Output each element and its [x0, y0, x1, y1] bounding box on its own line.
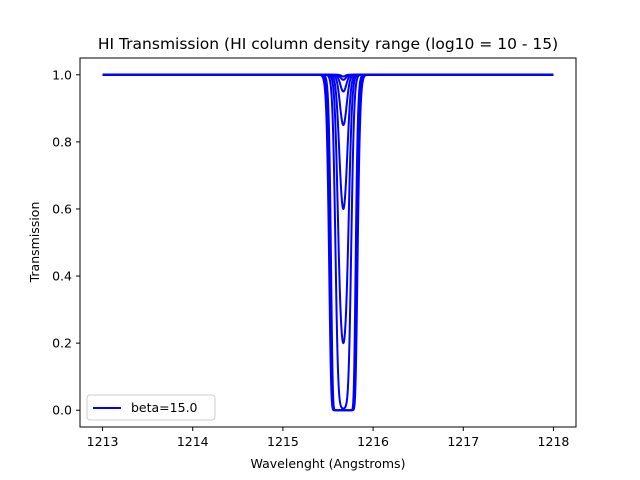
series-group — [101, 73, 555, 412]
legend: beta=15.0 — [86, 394, 216, 421]
x-axis-label: Wavelenght (Angstroms) — [251, 456, 406, 471]
x-tick-label: 1218 — [538, 434, 570, 449]
x-tick-label: 1215 — [267, 434, 299, 449]
x-tick-label: 1213 — [87, 434, 119, 449]
x-tick-label: 1214 — [177, 434, 209, 449]
y-tick-label: 0.8 — [52, 134, 72, 149]
x-tick-label: 1217 — [447, 434, 479, 449]
chart-title: HI Transmission (HI column density range… — [98, 35, 558, 53]
legend-label: beta=15.0 — [131, 400, 198, 415]
legend-box — [86, 394, 216, 421]
y-tick-label: 0.2 — [52, 336, 72, 351]
plot-frame — [79, 57, 577, 428]
series-line-9 — [101, 73, 555, 412]
y-axis-label: Transmission — [27, 202, 42, 284]
y-tick-label: 0.6 — [52, 201, 72, 216]
y-tick-label: 0.0 — [52, 403, 72, 418]
y-tick-label: 1.0 — [52, 67, 72, 82]
y-tick-label: 0.4 — [52, 269, 72, 284]
x-tick-label: 1216 — [357, 434, 389, 449]
x-axis-ticks: 1213 1214 1215 1216 1217 1218 — [87, 427, 570, 449]
y-axis-ticks: 0.0 0.2 0.4 0.6 0.8 1.0 — [52, 67, 80, 418]
